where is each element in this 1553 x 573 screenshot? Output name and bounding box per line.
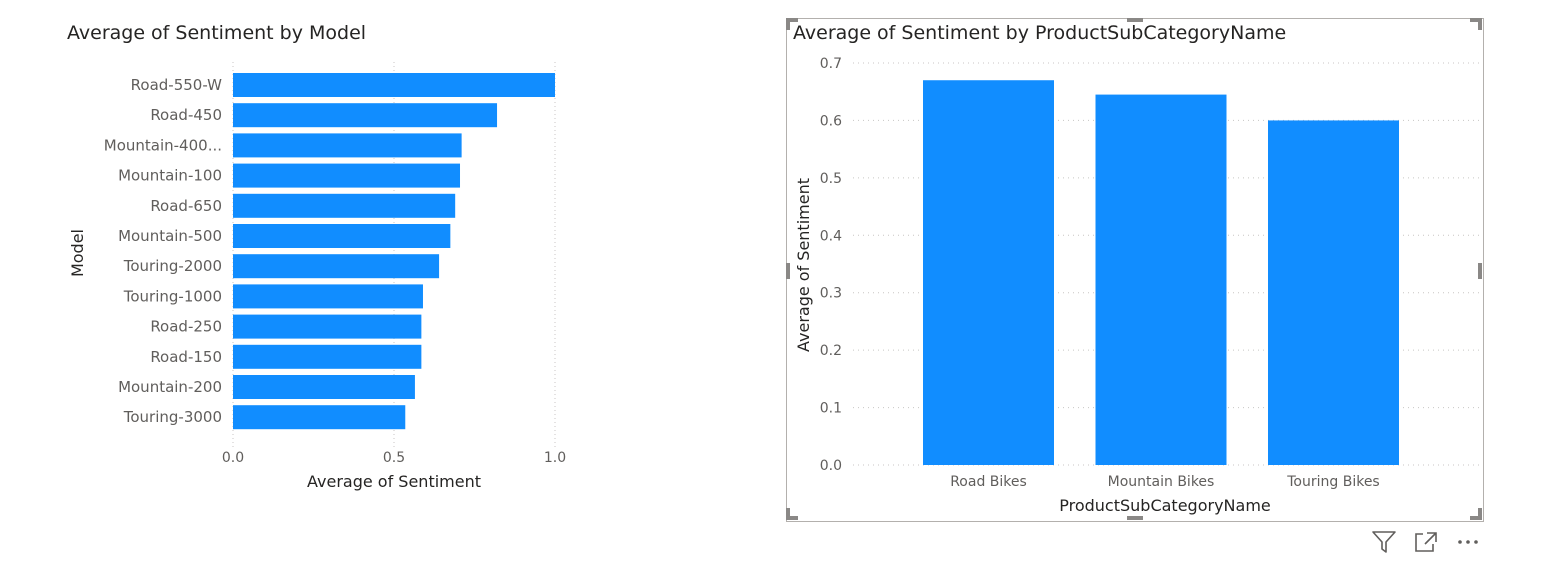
resize-handle-bottom-right-v[interactable] <box>1478 508 1482 520</box>
bar[interactable] <box>233 224 451 248</box>
focus-mode-icon[interactable] <box>1412 528 1440 556</box>
column-chart-subcategory[interactable]: 0.0 0.1 0.2 0.3 0.4 0.5 0.6 0.7 Road Bikes Mounta… <box>786 18 1484 522</box>
x-axis-title: ProductSubCategoryName <box>1059 496 1271 515</box>
bar[interactable] <box>233 163 461 188</box>
visual-header <box>1362 528 1482 556</box>
category-label: Mountain-200 <box>118 378 222 396</box>
category-label: Touring Bikes <box>1286 474 1379 490</box>
category-label: Road-550-W <box>131 76 222 94</box>
resize-handle-top-left-v[interactable] <box>786 18 790 30</box>
resize-handle-top[interactable] <box>1127 18 1143 22</box>
x-tick-label: 0.0 <box>222 450 244 466</box>
category-label: Road-150 <box>150 348 222 366</box>
chart-sentiment-by-subcategory[interactable]: Average of Sentiment by ProductSubCatego… <box>786 18 1484 522</box>
resize-handle-top-right-v[interactable] <box>1478 18 1482 30</box>
bar[interactable] <box>233 193 456 218</box>
bar[interactable] <box>233 344 422 369</box>
resize-handle-top-right[interactable] <box>1470 18 1482 22</box>
chart-sentiment-by-model[interactable]: Average of Sentiment by Model 0.0 0.5 1.0 R… <box>0 0 760 573</box>
bar-chart-model[interactable]: 0.0 0.5 1.0 Road-550-W Road-450 Mountain-400.… <box>0 0 760 573</box>
y-tick-label: 0.7 <box>820 56 842 72</box>
category-label: Mountain-500 <box>118 227 222 245</box>
y-tick-label: 0.1 <box>820 401 842 417</box>
bar[interactable] <box>233 254 440 279</box>
chart-title: Average of Sentiment by ProductSubCatego… <box>793 22 1287 44</box>
x-tick-label: 1.0 <box>544 450 566 466</box>
bar[interactable] <box>233 103 498 128</box>
chart-title: Average of Sentiment by Model <box>67 22 367 44</box>
x-tick-label: 0.5 <box>383 450 405 466</box>
y-tick-label: 0.5 <box>820 171 842 187</box>
y-tick-label: 0.3 <box>820 286 842 302</box>
category-label: Road-650 <box>150 197 222 215</box>
resize-handle-left[interactable] <box>786 263 790 279</box>
filter-icon[interactable] <box>1370 528 1398 556</box>
y-tick-label: 0.6 <box>820 113 842 129</box>
resize-handle-bottom-left[interactable] <box>786 516 798 520</box>
category-label: Road Bikes <box>950 474 1027 490</box>
bar[interactable] <box>1268 120 1399 465</box>
resize-handle-top-left[interactable] <box>786 18 798 22</box>
bar[interactable] <box>233 284 423 309</box>
resize-handle-right[interactable] <box>1478 263 1482 279</box>
resize-handle-bottom-left-v[interactable] <box>786 508 790 520</box>
y-tick-label: 0.2 <box>820 343 842 359</box>
x-axis-title: Average of Sentiment <box>307 472 481 491</box>
resize-handle-bottom-right[interactable] <box>1470 516 1482 520</box>
resize-handle-bottom[interactable] <box>1127 516 1143 520</box>
more-options-icon[interactable] <box>1454 528 1482 556</box>
category-label: Touring-2000 <box>123 257 222 275</box>
bar[interactable] <box>233 133 462 158</box>
y-tick-label: 0.4 <box>820 228 842 244</box>
category-label: Touring-1000 <box>123 287 222 305</box>
category-label: Road-450 <box>150 106 222 124</box>
category-label: Mountain-400... <box>104 136 222 154</box>
category-label: Road-250 <box>150 318 222 336</box>
y-axis-title: Model <box>68 229 87 277</box>
bar[interactable] <box>233 375 415 399</box>
category-label: Mountain Bikes <box>1108 474 1215 490</box>
bar[interactable] <box>923 80 1054 465</box>
bar[interactable] <box>233 73 555 97</box>
category-label: Mountain-100 <box>118 167 222 185</box>
bar[interactable] <box>233 314 422 339</box>
bar[interactable] <box>233 405 406 430</box>
y-axis-title: Average of Sentiment <box>794 178 813 352</box>
category-label: Touring-3000 <box>123 408 222 426</box>
bar[interactable] <box>1095 94 1227 465</box>
y-tick-label: 0.0 <box>820 458 842 474</box>
